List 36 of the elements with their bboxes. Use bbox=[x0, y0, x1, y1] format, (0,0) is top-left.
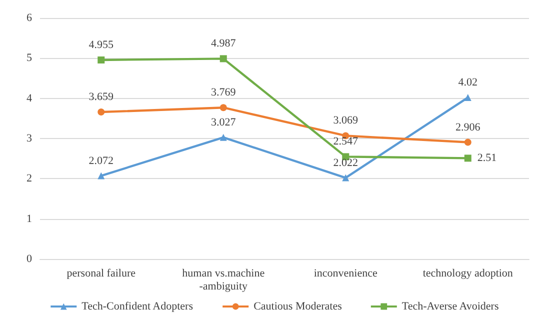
point bbox=[342, 174, 350, 182]
data-label: 4.02 bbox=[458, 76, 478, 89]
y-tick-label: 4 bbox=[26, 92, 32, 104]
x-tick-label: personal failure bbox=[66, 268, 136, 280]
data-label: 4.955 bbox=[88, 38, 114, 51]
data-label: 3.027 bbox=[211, 116, 236, 128]
point bbox=[98, 172, 105, 180]
legend-label: Tech-Confident Adopters bbox=[82, 300, 193, 312]
legend-label: Tech-Averse Avoiders bbox=[402, 300, 499, 312]
data-label: 2.51 bbox=[477, 152, 497, 164]
data-label: 2.022 bbox=[333, 156, 358, 169]
x-tick-label: technology adoption bbox=[422, 268, 514, 280]
data-label: 4.987 bbox=[211, 38, 236, 50]
point bbox=[464, 138, 472, 146]
data-label: 2.072 bbox=[88, 154, 114, 167]
y-tick-label: 1 bbox=[26, 212, 32, 225]
point bbox=[464, 154, 472, 162]
x-tick-label: inconvenience bbox=[314, 268, 378, 280]
data-label: 3.769 bbox=[211, 86, 236, 99]
point bbox=[220, 55, 227, 62]
point bbox=[220, 134, 227, 141]
x-tick-label: human vs.machine -ambiguity bbox=[182, 268, 265, 292]
legend-label: Cautious Moderates bbox=[254, 300, 342, 312]
point bbox=[464, 94, 472, 102]
point bbox=[98, 108, 105, 116]
data-label: 3.659 bbox=[88, 91, 114, 104]
y-tick-label: 0 bbox=[26, 253, 32, 265]
y-tick-label: 5 bbox=[26, 52, 32, 64]
y-tick-label: 3 bbox=[26, 132, 32, 144]
point bbox=[98, 56, 105, 64]
data-label: 2.906 bbox=[456, 121, 481, 134]
y-tick-label: 6 bbox=[26, 12, 32, 24]
data-label: 2.547 bbox=[333, 136, 358, 148]
y-tick-label: 2 bbox=[26, 172, 32, 185]
point bbox=[220, 104, 227, 112]
data-label: 3.069 bbox=[333, 114, 358, 127]
